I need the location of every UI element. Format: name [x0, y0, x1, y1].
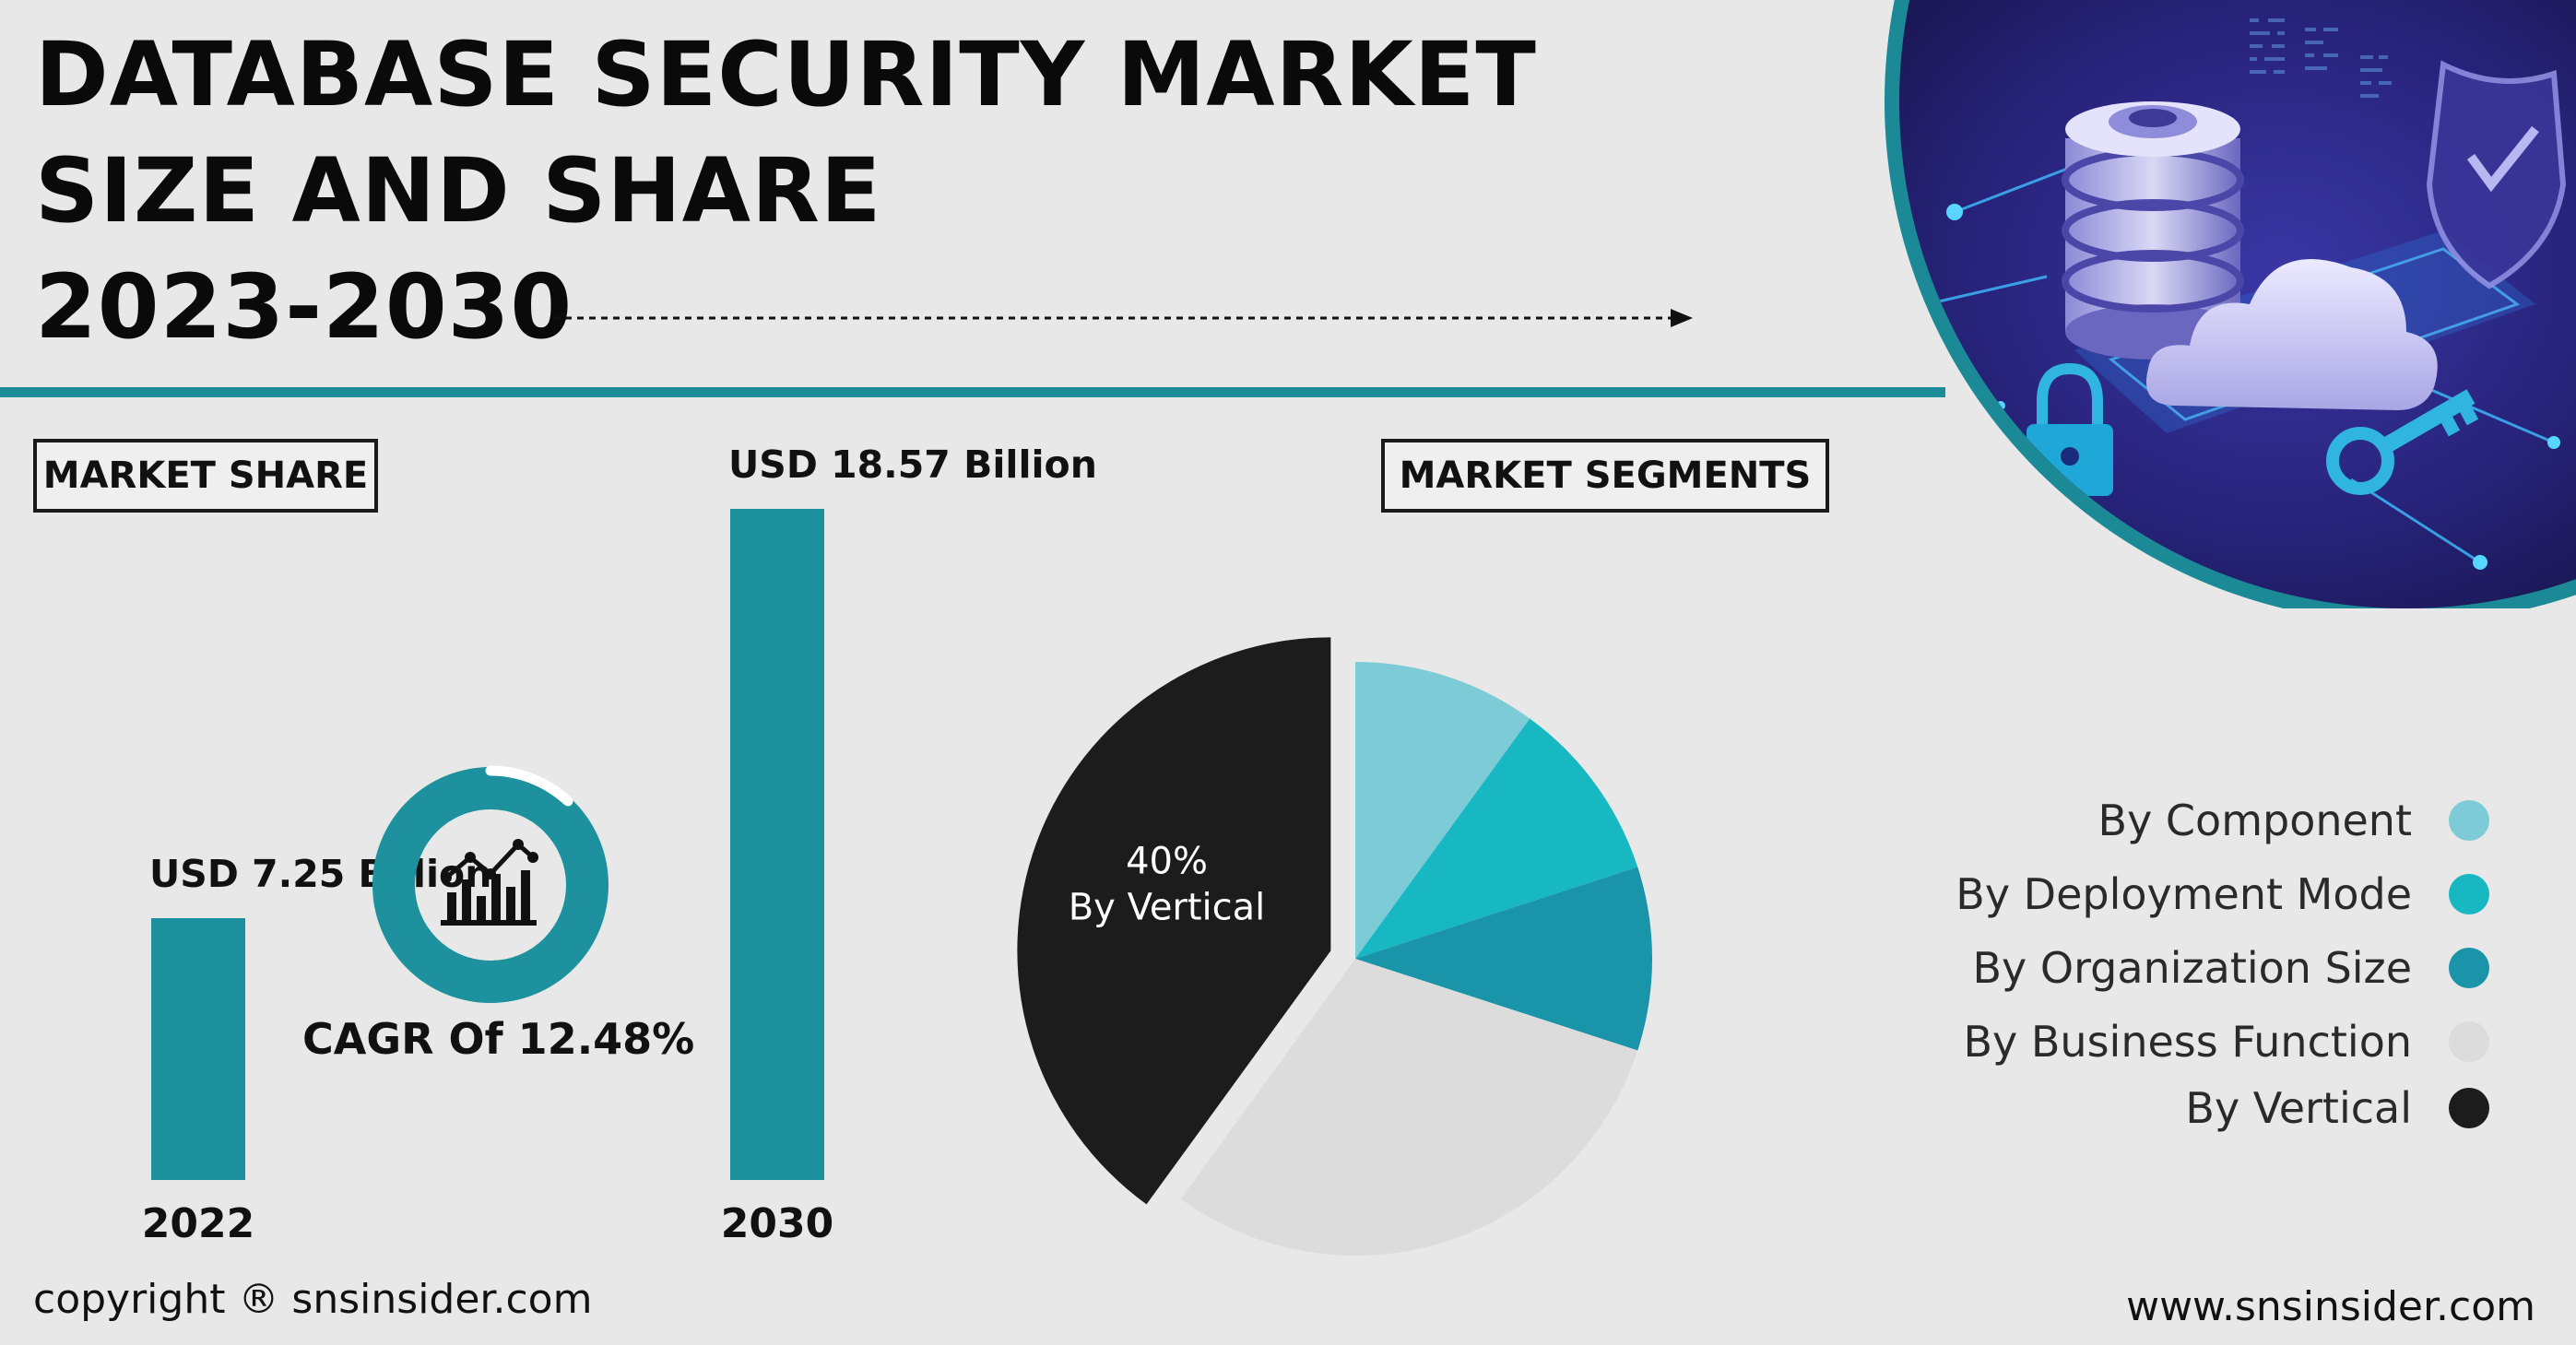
pie-slice-by-deployment-mode: [1355, 718, 1638, 959]
page-title: DATABASE SECURITY MARKET SIZE AND SHARE …: [35, 17, 1537, 365]
key-icon: [2326, 389, 2479, 495]
legend-label: By Deployment Mode: [1956, 869, 2412, 919]
legend-swatch: [2449, 1088, 2489, 1128]
pie-slice-by-component: [1355, 662, 1530, 959]
legend-swatch: [2449, 948, 2489, 988]
market-segments-pie-chart: 40%By Vertical: [1017, 637, 1652, 1256]
title-line-1: DATABASE SECURITY MARKET: [35, 23, 1537, 126]
dotted-arrow-icon: [553, 309, 1693, 327]
legend-swatch: [2449, 874, 2489, 914]
bar-value-label-2030: USD 18.57 Billion: [728, 442, 1097, 487]
legend-item: By Component: [2098, 793, 2489, 848]
cloud-icon: [2146, 259, 2438, 410]
bar-2022: [151, 918, 245, 1180]
legend-label: By Organization Size: [1972, 943, 2412, 993]
database-cylinder-icon: [2062, 101, 2244, 360]
pie-slice-by-business-function: [1180, 959, 1638, 1256]
market-share-label: MARKET SHARE: [33, 439, 378, 513]
legend-item: By Business Function: [1963, 1014, 2489, 1069]
legend-label: By Business Function: [1963, 1017, 2412, 1067]
title-line-2: SIZE AND SHARE: [35, 139, 882, 242]
market-segments-label: MARKET SEGMENTS: [1381, 439, 1829, 513]
bar-2030: [730, 509, 824, 1180]
title-line-3: 2023-2030: [35, 255, 573, 359]
pie-slice-percent-label: 40%: [1126, 841, 1208, 883]
shield-check-icon: [2426, 60, 2567, 289]
legend-label: By Component: [2097, 796, 2412, 845]
legend-swatch: [2449, 1021, 2489, 1062]
bar-value-label-2022: USD 7.25 Billion: [149, 852, 492, 896]
database-security-hero-illustration: [1885, 0, 2576, 608]
pie-slice-name-label: By Vertical: [1069, 887, 1266, 929]
pie-slice-by-organization-size: [1355, 867, 1652, 1051]
legend-item: By Organization Size: [1972, 940, 2489, 996]
chart-trend-icon: [441, 839, 538, 926]
pie-slice-by-vertical: [1017, 637, 1331, 1205]
legend-swatch: [2449, 800, 2489, 841]
copyright-text: copyright ® snsinsider.com: [33, 1276, 593, 1323]
bar-category-label-2030: 2030: [720, 1200, 834, 1247]
bar-category-label-2022: 2022: [141, 1200, 255, 1247]
cagr-value: CAGR Of 12.48%: [302, 1014, 695, 1064]
legend-label: By Vertical: [2185, 1083, 2412, 1133]
cagr-growth-icon: [372, 765, 609, 1003]
legend-item: By Deployment Mode: [1956, 867, 2489, 922]
website-url: www.snsinsider.com: [2126, 1283, 2535, 1330]
header-divider: [0, 387, 1945, 397]
legend-item: By Vertical: [2185, 1080, 2489, 1136]
